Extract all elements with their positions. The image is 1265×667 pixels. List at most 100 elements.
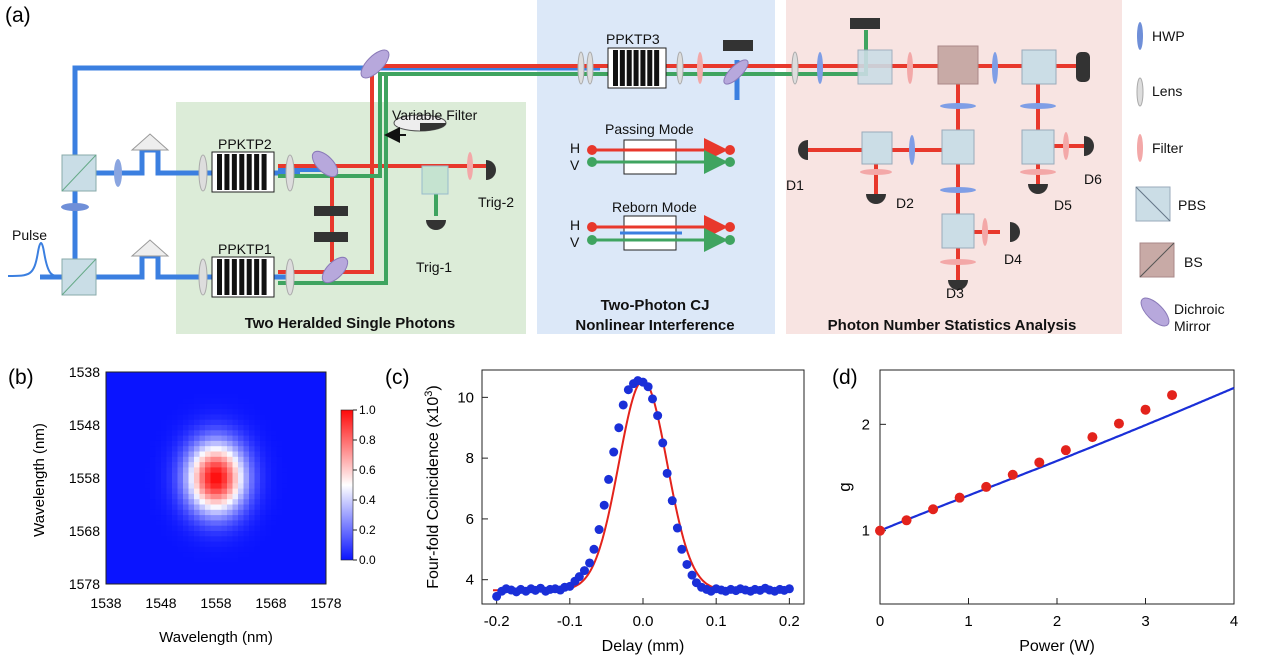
heatmap-cell	[276, 531, 283, 537]
heatmap-cell	[282, 531, 288, 537]
heatmap-cell	[117, 409, 123, 415]
heatmap-cell	[304, 440, 310, 447]
heatmap-cell	[183, 536, 189, 542]
heatmap-cell	[161, 435, 167, 442]
heatmap-cell	[205, 509, 211, 516]
heatmap-cell	[117, 398, 123, 405]
heatmap-cell	[260, 525, 266, 532]
heatmap-cell	[309, 472, 316, 479]
heatmap-cell	[254, 483, 261, 489]
heatmap-cell	[287, 504, 294, 511]
heatmap-cell	[293, 435, 299, 442]
heatmap-cell	[150, 425, 156, 431]
heatmap-cell	[106, 525, 112, 532]
heatmap-cell	[293, 456, 299, 463]
heatmap-cell	[227, 557, 233, 564]
crystal-stripe	[261, 154, 267, 190]
heatmap-cell	[249, 425, 255, 431]
heatmap-cell	[128, 377, 134, 383]
heatmap-cell	[166, 509, 173, 516]
heatmap-cell	[304, 451, 310, 458]
heatmap-cell	[265, 504, 272, 511]
heatmap-cell	[271, 451, 277, 458]
heatmap-cell	[199, 478, 206, 484]
heatmap-cell	[221, 456, 228, 463]
heatmap-cell	[106, 467, 112, 474]
heatmap-cell	[238, 425, 244, 431]
heatmap-cell	[260, 409, 266, 415]
heatmap-cell	[199, 531, 206, 537]
heatmap-cell	[106, 462, 112, 468]
heatmap-cell	[238, 398, 244, 405]
heatmap-cell	[304, 536, 310, 542]
heatmap-cell	[227, 562, 233, 569]
heatmap-cell	[177, 488, 184, 495]
heatmap-cell	[188, 467, 195, 474]
heatmap-cell	[243, 472, 250, 479]
heatmap-cell	[166, 504, 173, 511]
plot-c-x-tick-label: 0.1	[706, 613, 727, 630]
heatmap-cell	[199, 520, 206, 527]
heatmap-cell	[194, 568, 200, 574]
heatmap-cell	[243, 499, 250, 505]
heatmap-cell	[282, 393, 288, 399]
heatmap-cell	[205, 520, 211, 527]
heatmap-cell	[117, 557, 123, 564]
heatmap-cell	[254, 493, 261, 500]
heatmap-cell	[249, 488, 255, 495]
heatmap-cell	[128, 425, 134, 431]
heatmap-cell	[315, 541, 321, 548]
heatmap-cell	[320, 456, 327, 463]
heatmap-cell	[155, 430, 162, 436]
heatmap-cell	[133, 483, 140, 489]
heatmap-cell	[320, 409, 327, 415]
heatmap-x-tick: 1558	[200, 595, 231, 611]
heatmap-cell	[166, 430, 173, 436]
heatmap-cell	[320, 488, 327, 495]
heatmap-cell	[320, 541, 327, 548]
heatmap-cell	[227, 372, 233, 378]
heatmap-cell	[172, 552, 178, 558]
heatmap-cell	[276, 419, 283, 426]
heatmap-cell	[293, 382, 299, 389]
filter-element	[907, 52, 913, 84]
heatmap-cell	[265, 467, 272, 474]
heatmap-cell	[282, 409, 288, 415]
coincidence-point	[574, 572, 584, 582]
heatmap-cell	[155, 398, 162, 405]
heatmap-cell	[210, 425, 217, 431]
heatmap-cell	[249, 531, 255, 537]
heatmap-cell	[276, 573, 283, 580]
heatmap-cell	[249, 409, 255, 415]
heatmap-cell	[155, 419, 162, 426]
heatmap-cell	[287, 557, 294, 564]
heatmap-cell	[188, 398, 195, 405]
heatmap-cell	[155, 472, 162, 479]
heatmap-cell	[144, 499, 151, 505]
heatmap-cell	[276, 504, 283, 511]
heatmap-cell	[221, 525, 228, 532]
heatmap-cell	[254, 440, 261, 447]
heatmap-cell	[293, 446, 299, 452]
heatmap-cell	[150, 488, 156, 495]
heatmap-cell	[205, 562, 211, 569]
heatmap-cell	[106, 568, 112, 574]
heatmap-cell	[238, 525, 244, 532]
variable-filter-label: Variable Filter	[392, 107, 478, 123]
heatmap-cell	[155, 578, 162, 585]
coincidence-point	[687, 570, 697, 580]
heatmap-cell	[243, 536, 250, 542]
heatmap-cell	[320, 382, 327, 389]
heatmap-cell	[216, 435, 222, 442]
heatmap-cell	[298, 462, 305, 468]
heatmap-cell	[139, 435, 145, 442]
heatmap-y-tick: 1578	[69, 576, 100, 592]
heatmap-cell	[122, 393, 129, 399]
heatmap-cell	[320, 499, 327, 505]
plot-c-ticks	[482, 396, 790, 604]
lens-element	[114, 159, 122, 187]
heatmap-cell	[298, 568, 305, 574]
heatmap-cell	[265, 552, 272, 558]
heatmap-cell	[133, 387, 140, 394]
heatmap-cell	[320, 446, 327, 452]
